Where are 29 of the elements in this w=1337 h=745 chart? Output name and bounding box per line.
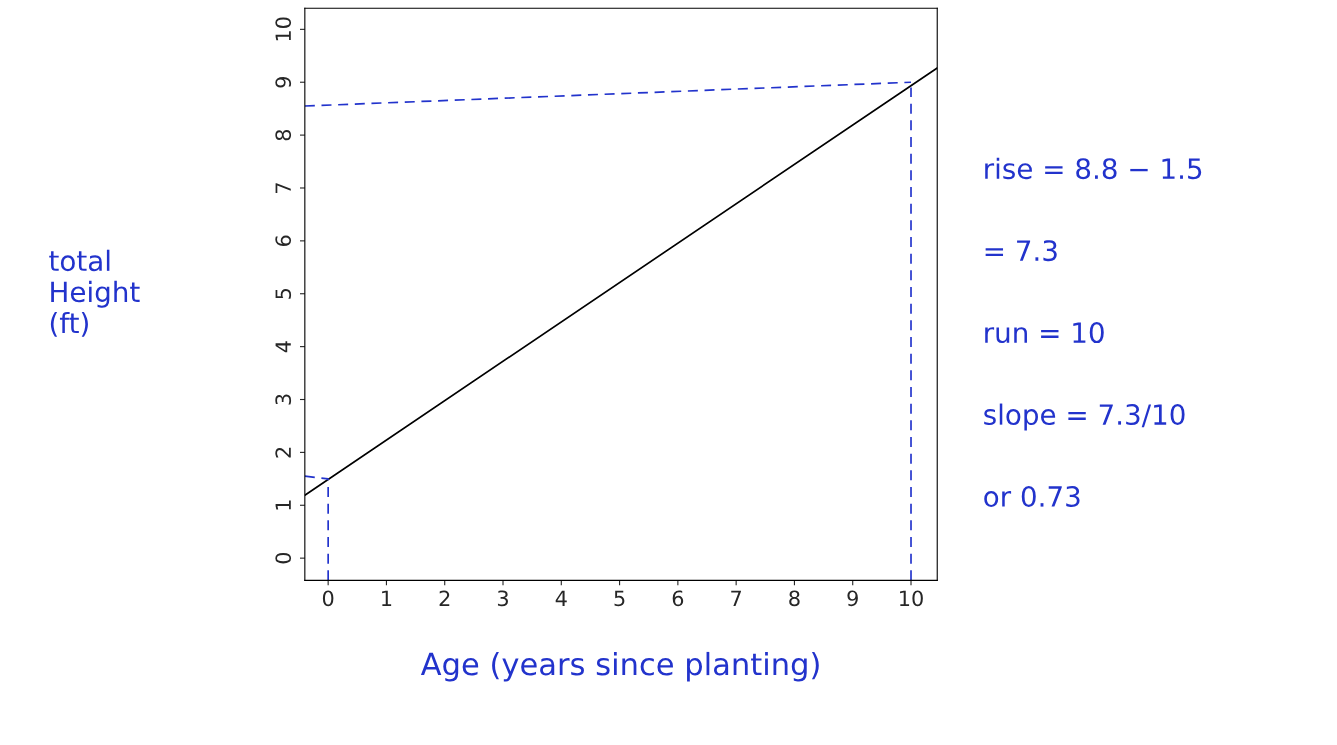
text: run = 10 [985,322,1104,344]
x-tick-label: 1 [382,590,392,606]
y-tick-label: 1 [275,500,291,510]
text: = 7.3 [985,240,1057,262]
x-tick-label: 9 [847,590,858,607]
x-tick-label: 5 [614,590,625,607]
y-tick-label: 8 [275,129,292,141]
y-axis-title: total Height (ft) [49,249,140,337]
x-tick-label: 2 [439,590,450,606]
x-tick-label: 10 [900,590,923,607]
y-tick-label: 7 [275,183,291,193]
x-tick-label: 6 [672,590,684,607]
x-tick-label: 7 [731,590,741,606]
x-tick-label: 4 [555,590,567,606]
y-tick-label: 0 [275,552,292,564]
text: or 0.73 [984,485,1080,507]
x-axis-title: Age (years since planting) [420,651,819,682]
y-tick-label: 10 [275,17,292,41]
x-tick-label: 0 [322,590,334,607]
y-tick-label: 5 [275,288,292,299]
x-tick-label: 3 [497,590,508,607]
x-tick-label: 8 [789,590,800,607]
y-tick-label: 6 [275,235,292,247]
y-tick-label: 9 [275,77,292,88]
text: slope = 7.3/10 [984,403,1185,431]
y-tick-label: 4 [275,341,291,353]
y-tick-label: 3 [275,394,292,405]
text: rise = 8.8 − 1.5 [985,157,1202,180]
y-tick-label: 2 [275,447,291,458]
